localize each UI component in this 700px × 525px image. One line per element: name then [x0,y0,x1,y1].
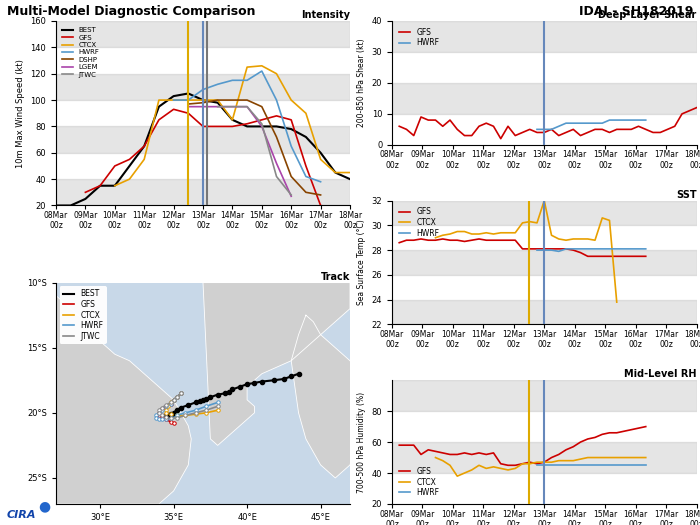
Text: Intensity: Intensity [301,10,350,20]
Polygon shape [56,282,191,504]
Legend: GFS, HWRF: GFS, HWRF [395,25,442,50]
Text: Track: Track [321,272,350,282]
Text: Mid-Level RH: Mid-Level RH [624,370,696,380]
Polygon shape [291,315,365,478]
Bar [392,380,696,411]
Bar [392,300,696,324]
Legend: GFS, CTCX, HWRF: GFS, CTCX, HWRF [395,464,442,500]
Bar [392,83,696,114]
Text: ●: ● [38,499,50,513]
Legend: BEST, GFS, CTCX, HWRF, JTWC: BEST, GFS, CTCX, HWRF, JTWC [60,287,106,344]
Y-axis label: 10m Max Wind Speed (kt): 10m Max Wind Speed (kt) [16,59,25,167]
Bar [56,21,350,47]
Bar [56,74,350,100]
Legend: GFS, CTCX, HWRF: GFS, CTCX, HWRF [395,204,442,240]
Text: SST: SST [676,190,696,200]
Y-axis label: 700-500 hPa Humidity (%): 700-500 hPa Humidity (%) [357,392,366,492]
Bar [392,442,696,473]
Y-axis label: Sea Surface Temp (°C): Sea Surface Temp (°C) [357,219,366,306]
Bar [56,179,350,205]
Text: IDAI - SH182019: IDAI - SH182019 [579,5,693,18]
Text: CIRA: CIRA [7,510,36,520]
Bar [392,250,696,275]
Text: Deep-Layer Shear: Deep-Layer Shear [598,10,696,20]
Bar [56,127,350,153]
Y-axis label: 200-850 hPa Shear (kt): 200-850 hPa Shear (kt) [357,39,366,127]
Legend: BEST, GFS, CTCX, HWRF, DSHP, LGEM, JTWC: BEST, GFS, CTCX, HWRF, DSHP, LGEM, JTWC [60,25,102,80]
Text: Multi-Model Diagnostic Comparison: Multi-Model Diagnostic Comparison [7,5,256,18]
Bar [392,21,696,52]
Polygon shape [203,282,350,445]
Bar [392,201,696,225]
